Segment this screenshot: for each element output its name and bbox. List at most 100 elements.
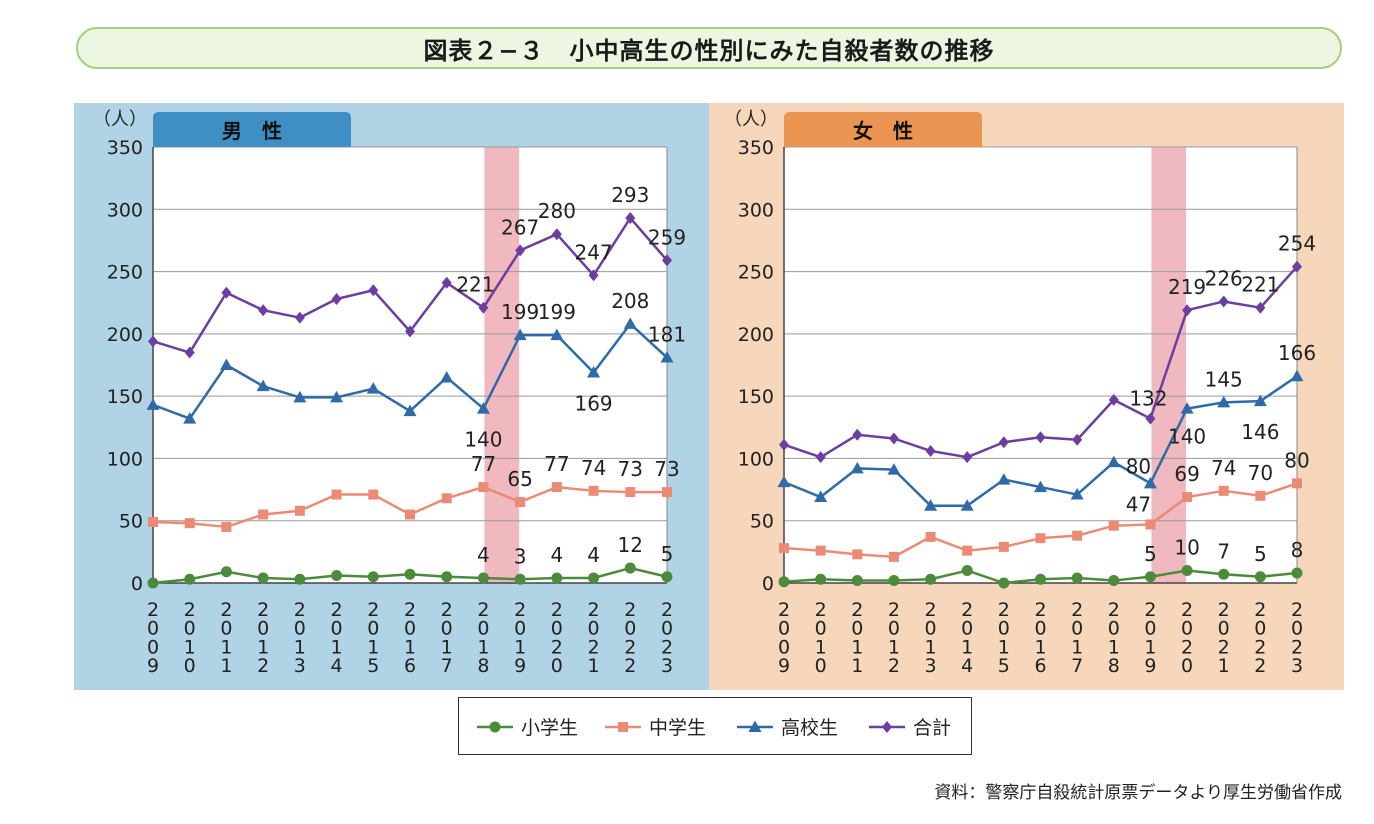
point-male-high_school-2011 — [219, 358, 233, 370]
data-label-male-high_school-2019: 199 — [501, 300, 539, 324]
point-male-total-2023 — [662, 254, 672, 267]
y-tick-label-male-250: 250 — [107, 262, 143, 284]
point-female-high_school-2018 — [1107, 455, 1121, 468]
point-male-high_school-2010 — [183, 412, 197, 424]
data-label-female-elementary-2019: 5 — [1144, 542, 1157, 566]
data-label-female-elementary-2020: 10 — [1174, 536, 1199, 560]
point-female-high_school-2020 — [1180, 402, 1194, 414]
y-axis-unit-male: （人） — [93, 109, 147, 130]
point-male-junior_high-2014 — [331, 489, 342, 500]
point-female-total-2020 — [1182, 304, 1193, 317]
point-female-total-2014 — [962, 451, 973, 464]
point-male-elementary-2023 — [661, 571, 673, 583]
data-label-female-junior_high-2023: 80 — [1284, 448, 1309, 472]
y-tick-label-female-150: 150 — [738, 386, 774, 408]
y-axis-unit-female: （人） — [724, 109, 778, 130]
point-female-total-2010 — [815, 451, 826, 464]
point-male-total-2011 — [221, 286, 232, 299]
legend-label-high_school: 高校生 — [781, 717, 838, 739]
data-label-male-high_school-2022: 208 — [611, 289, 649, 313]
figure-title: 図表２−３ 小中高生の性別にみた自殺者数の推移 — [423, 36, 995, 65]
point-male-junior_high-2017 — [441, 493, 452, 504]
legend-label-elementary: 小学生 — [521, 717, 578, 739]
data-label-male-total-2021: 247 — [574, 240, 612, 264]
point-male-junior_high-2010 — [184, 518, 195, 529]
data-label-male-total-2022: 293 — [611, 183, 649, 207]
point-female-total-2013 — [925, 444, 936, 457]
point-female-total-2023 — [1292, 260, 1302, 273]
point-male-junior_high-2011 — [221, 521, 232, 532]
point-female-elementary-2023 — [1291, 567, 1303, 579]
point-male-junior_high-2020 — [551, 482, 562, 493]
point-female-junior_high-2016 — [1035, 533, 1046, 544]
point-male-total-2016 — [405, 325, 415, 338]
point-female-total-2015 — [998, 436, 1009, 449]
point-male-high_school-2009 — [146, 398, 160, 410]
point-female-junior_high-2017 — [1072, 530, 1083, 541]
point-male-elementary-2020 — [551, 572, 563, 584]
y-tick-label-male-100: 100 — [107, 448, 143, 470]
point-male-junior_high-2019 — [515, 497, 526, 508]
y-tick-label-female-300: 300 — [738, 199, 774, 221]
point-female-total-2021 — [1218, 295, 1229, 308]
point-female-high_school-2022 — [1253, 394, 1267, 407]
point-male-total-2021 — [588, 269, 599, 282]
data-label-male-total-2018: 221 — [456, 273, 494, 297]
y-tick-label-male-200: 200 — [107, 324, 143, 346]
data-label-female-total-2020: 219 — [1168, 275, 1206, 299]
point-female-total-2011 — [852, 428, 863, 441]
point-male-high_school-2017 — [440, 370, 454, 383]
point-female-junior_high-2012 — [888, 551, 899, 562]
point-male-total-2018 — [478, 301, 489, 314]
data-label-male-elementary-2021: 4 — [587, 543, 600, 567]
point-female-elementary-2011 — [851, 575, 863, 587]
y-tick-label-male-150: 150 — [107, 386, 143, 408]
y-tick-label-male-300: 300 — [107, 199, 143, 221]
point-female-high_school-2009 — [777, 475, 791, 488]
data-label-female-total-2022: 221 — [1241, 273, 1279, 297]
point-male-high_school-2023 — [660, 351, 674, 363]
data-label-male-total-2020: 280 — [538, 199, 576, 223]
point-male-high_school-2013 — [293, 390, 307, 403]
legend-label-total: 合計 — [913, 717, 951, 739]
point-female-high_school-2011 — [850, 461, 864, 474]
point-male-elementary-2013 — [294, 573, 306, 585]
plot-area-female — [784, 147, 1297, 583]
point-female-elementary-2021 — [1218, 568, 1230, 580]
point-female-junior_high-2015 — [998, 541, 1009, 552]
point-male-high_school-2014 — [330, 390, 344, 403]
point-female-elementary-2017 — [1071, 572, 1083, 584]
point-male-junior_high-2015 — [368, 489, 379, 500]
point-female-total-2016 — [1035, 431, 1046, 444]
point-female-high_school-2016 — [1034, 480, 1047, 493]
point-male-elementary-2014 — [331, 570, 343, 582]
data-label-female-elementary-2021: 7 — [1217, 539, 1230, 563]
point-female-high_school-2015 — [997, 473, 1011, 485]
data-label-female-total-2023: 254 — [1278, 232, 1316, 256]
y-tick-label-male-0: 0 — [131, 573, 143, 595]
point-male-elementary-2019 — [514, 573, 526, 585]
point-female-elementary-2019 — [1144, 571, 1156, 583]
data-label-male-elementary-2019: 3 — [514, 544, 527, 568]
point-male-high_school-2012 — [256, 379, 270, 392]
panel-tab-female — [784, 112, 982, 147]
legend-marker-total — [882, 721, 892, 733]
data-label-female-junior_high-2022: 70 — [1248, 461, 1273, 485]
point-female-total-2022 — [1255, 301, 1266, 314]
point-female-total-2018 — [1108, 393, 1119, 406]
point-female-elementary-2015 — [998, 577, 1010, 589]
point-female-elementary-2018 — [1108, 575, 1120, 587]
legend-marker-elementary — [489, 721, 501, 733]
data-label-female-elementary-2022: 5 — [1254, 542, 1267, 566]
point-female-elementary-2012 — [888, 575, 900, 587]
